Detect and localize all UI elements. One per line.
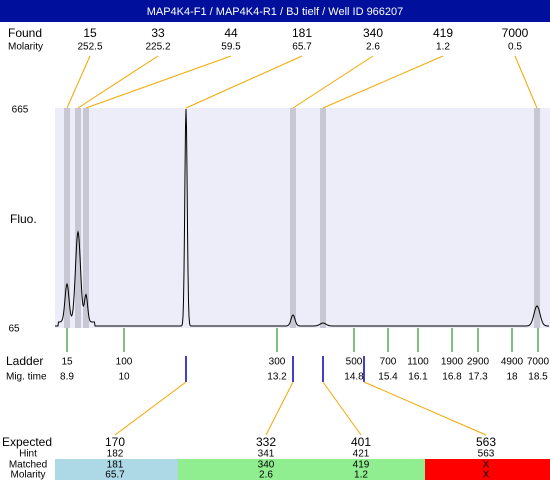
peak-band [64, 108, 70, 328]
found-size: 33 [151, 26, 165, 40]
peak-link [292, 55, 374, 109]
title-bar [0, 0, 550, 22]
trace [55, 108, 549, 327]
matched-size: X [483, 460, 490, 471]
expected-size: 401 [351, 435, 371, 449]
mig-time: 15.4 [378, 372, 398, 383]
found-molarity: 1.2 [436, 42, 450, 53]
found-molarity: 252.5 [77, 42, 102, 53]
matched-molarity: 1.2 [354, 470, 368, 480]
matched-size: 419 [353, 460, 370, 471]
ladder-size: 7000 [527, 357, 550, 368]
peak-band [290, 108, 296, 328]
matched-molarity: X [483, 470, 490, 480]
ladder-size: 500 [346, 357, 363, 368]
expected-size: 332 [256, 435, 276, 449]
ladder-size: 100 [116, 357, 133, 368]
mig-time: 17.3 [468, 372, 488, 383]
mig-time: 16.8 [442, 372, 462, 383]
result-molarity-label: Molarity [10, 470, 45, 480]
found-size: 44 [224, 26, 238, 40]
mig-label: Mig. time [6, 372, 47, 383]
peak-band [320, 108, 326, 328]
match-link [322, 381, 362, 436]
found-molarity: 2.6 [366, 42, 380, 53]
expected-size: 170 [105, 435, 125, 449]
matched-size: 181 [107, 460, 124, 471]
plot-area [55, 108, 550, 328]
match-link [114, 381, 187, 436]
mig-time: 8.9 [60, 372, 74, 383]
y-tick-label: 65 [8, 324, 20, 335]
peak-link [66, 55, 91, 109]
peak-band [534, 108, 540, 328]
ladder-size: 700 [380, 357, 397, 368]
peak-link [322, 55, 444, 109]
hint-size: 563 [478, 449, 495, 460]
found-molarity: 225.2 [145, 42, 170, 53]
found-size: 181 [292, 26, 312, 40]
mig-time: 14.8 [344, 372, 364, 383]
mig-time: 18 [506, 372, 518, 383]
matched-label: Matched [9, 460, 47, 471]
ladder-size: 300 [269, 357, 286, 368]
ladder-label: Ladder [6, 354, 43, 368]
matched-molarity: 65.7 [105, 470, 125, 480]
matched-band-ok [178, 459, 425, 480]
peak-link [77, 55, 159, 109]
title: MAP4K4-F1 / MAP4K4-R1 / BJ tielf / Well … [147, 6, 404, 18]
peak-link [514, 55, 538, 109]
match-link [363, 381, 487, 436]
y-label: Fluo. [10, 212, 37, 226]
ladder-size: 1100 [407, 357, 429, 368]
matched-band-miss [425, 459, 550, 480]
mig-time: 13.2 [267, 372, 287, 383]
peak-link [85, 55, 232, 109]
mig-time: 10 [118, 372, 130, 383]
matched-band-low [55, 459, 178, 480]
ladder-size: 15 [61, 357, 73, 368]
y-tick-label: 665 [12, 105, 29, 116]
hint-size: 182 [107, 449, 124, 460]
ladder-size: 1900 [441, 357, 464, 368]
peak-band [83, 108, 89, 328]
matched-molarity: 2.6 [259, 470, 273, 480]
mig-time: 18.5 [528, 372, 548, 383]
found-molarity: 65.7 [292, 42, 312, 53]
ladder-size: 2900 [467, 357, 490, 368]
found-size: 15 [83, 26, 97, 40]
hint-size: 341 [258, 449, 275, 460]
peak-link [185, 55, 303, 109]
found-molarity: 59.5 [221, 42, 241, 53]
match-link [265, 381, 294, 436]
found-label: Found [8, 26, 42, 40]
mig-time: 16.1 [408, 372, 428, 383]
found-size: 340 [363, 26, 383, 40]
peak-band [75, 108, 81, 328]
expected-size: 563 [476, 435, 496, 449]
matched-size: 340 [258, 460, 275, 471]
found-size: 7000 [502, 26, 529, 40]
molarity-label: Molarity [8, 42, 43, 53]
expected-label: Expected [2, 435, 52, 449]
ladder-size: 4900 [501, 357, 524, 368]
hint-size: 421 [353, 449, 370, 460]
found-molarity: 0.5 [508, 42, 522, 53]
hint-label: Hint [19, 449, 37, 460]
found-size: 419 [433, 26, 453, 40]
